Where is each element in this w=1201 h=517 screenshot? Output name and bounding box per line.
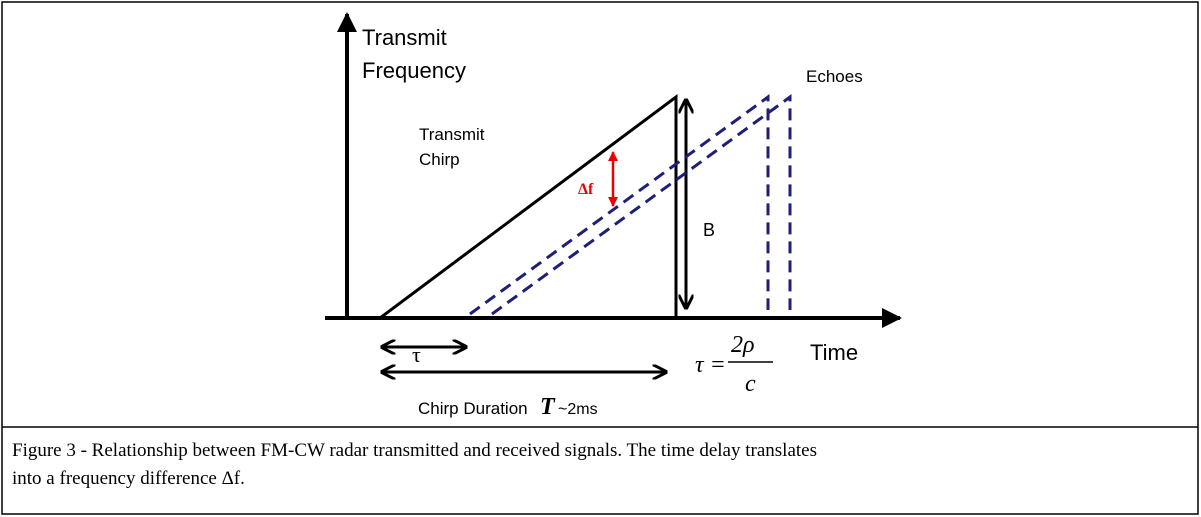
echoes-label: Echoes (806, 67, 863, 86)
bandwidth-label: B (703, 220, 715, 240)
echoes (469, 94, 792, 316)
axis-label: Transmit (362, 25, 447, 50)
chirp-label: Transmit (419, 125, 485, 144)
delta-f-label: Δf (578, 181, 594, 198)
caption: Figure 3 - Relationship between FM-CW ra… (12, 440, 817, 461)
transmit-chirp (379, 94, 678, 320)
formula-lhs: τ = (695, 352, 726, 378)
tau-label: τ (412, 342, 421, 367)
echo-2 (491, 94, 792, 316)
duration-symbol: T (540, 394, 556, 420)
formula-denominator: c (745, 371, 756, 397)
chirp-label: Chirp (419, 150, 460, 169)
caption: into a frequency difference Δf. (12, 468, 245, 489)
echo-1 (469, 94, 770, 316)
duration-text: Chirp Duration (418, 399, 528, 418)
axis-label: Frequency (362, 58, 466, 83)
time-label: Time (810, 340, 858, 365)
formula-numerator: 2ρ (731, 332, 755, 358)
duration-value: ~2ms (558, 401, 598, 418)
